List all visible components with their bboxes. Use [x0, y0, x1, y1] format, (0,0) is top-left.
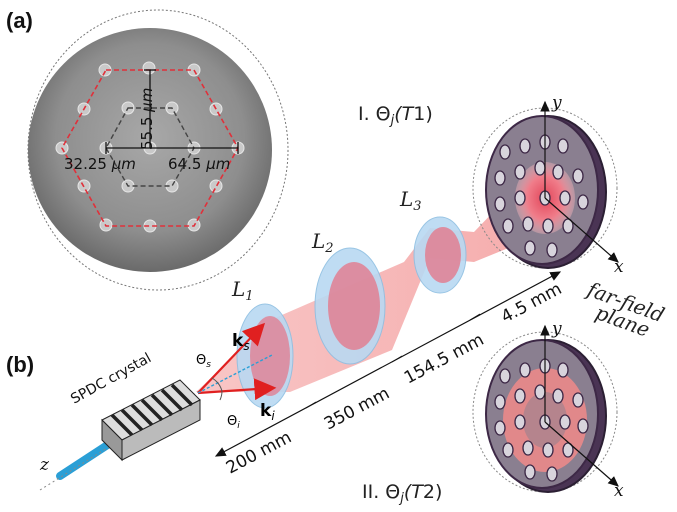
vertical-dimension-label: 55.5 μm — [138, 88, 156, 150]
lens-2 — [314, 247, 386, 365]
distance-2: 350 mm — [321, 383, 393, 434]
z-axis-line — [39, 389, 201, 491]
plane-2-x-axis: x — [614, 481, 624, 501]
plane-1-y-axis: y — [551, 93, 562, 113]
right-dimension-label: 64.5 μm — [168, 155, 230, 173]
far-field-plate-2 — [472, 324, 619, 493]
panel-a: (a) 55.5 μm 32.25 μm 64.5 μm — [6, 8, 289, 291]
plane-1-x-axis: x — [614, 257, 624, 277]
distance-3: 154.5 mm — [401, 330, 487, 389]
lens-2-label: L2 — [311, 229, 334, 256]
distance-axis — [214, 271, 562, 457]
far-field-plate-1 — [472, 100, 619, 269]
theta-i-label: Θi — [227, 414, 240, 431]
lens-1 — [236, 303, 294, 409]
distance-1: 200 mm — [223, 427, 295, 478]
panel-b: (b) z SPDC crystal — [6, 93, 668, 506]
lens-1-label: L1 — [231, 277, 254, 304]
inner-hexagon — [105, 107, 195, 187]
pump-beam — [56, 438, 116, 480]
crystal-label: SPDC crystal — [68, 350, 154, 407]
theta-s-label: Θs — [196, 353, 211, 370]
outer-hexagon — [61, 69, 239, 227]
left-dimension-label: 32.25 μm — [64, 155, 136, 173]
lens-3-label: L3 — [399, 187, 422, 214]
plane-2-y-axis: y — [551, 319, 562, 339]
lens-3 — [413, 216, 467, 294]
plane-1-title: I. Θj(T1) — [358, 103, 433, 128]
plane-2-title: II. Θj(T2) — [362, 481, 442, 506]
spdc-crystal — [101, 379, 201, 462]
z-axis-label: z — [39, 455, 50, 475]
panel-a-label: (a) — [6, 8, 33, 33]
panel-b-label: (b) — [6, 352, 34, 377]
